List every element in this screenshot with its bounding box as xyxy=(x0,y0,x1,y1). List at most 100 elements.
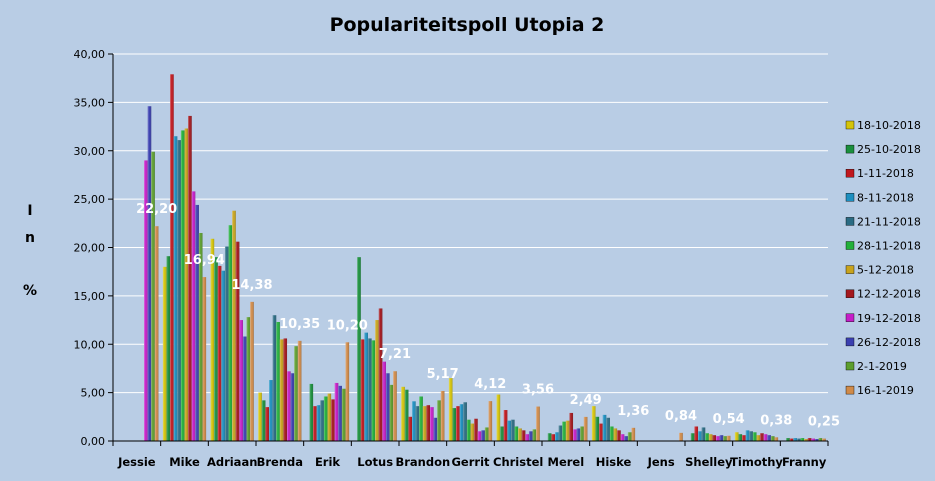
bar-shade xyxy=(217,265,222,441)
bar-shade xyxy=(466,419,471,441)
bar-shade xyxy=(364,332,368,441)
bar-shade xyxy=(452,408,457,441)
legend-swatch xyxy=(845,289,855,298)
x-tick-label: Christel xyxy=(493,455,543,469)
bar-shade xyxy=(320,400,324,441)
bar-shade xyxy=(166,256,171,441)
bar-shade xyxy=(456,406,460,441)
bar-shade xyxy=(716,436,720,441)
bar-shade xyxy=(338,385,342,441)
bar-shade xyxy=(796,438,801,441)
bar-shade xyxy=(426,405,431,441)
bar-shade xyxy=(786,438,790,441)
bar-shade xyxy=(184,128,189,441)
legend-label: 1-11-2018 xyxy=(857,167,914,180)
bar-shade xyxy=(401,386,405,441)
bar-shade xyxy=(770,436,775,441)
bar-shade xyxy=(210,238,215,441)
bars xyxy=(144,74,826,442)
bar-shade xyxy=(404,389,409,441)
bar-shade xyxy=(514,426,519,441)
legend-swatch xyxy=(845,168,855,178)
data-label: 2,49 xyxy=(570,393,602,408)
legend-label: 25-10-2018 xyxy=(857,143,921,156)
bar-shade xyxy=(562,421,566,441)
bar-shade xyxy=(408,416,413,441)
bar-shade xyxy=(316,405,321,441)
bar-shade xyxy=(221,270,225,441)
x-tick-label: Jens xyxy=(647,455,675,469)
bar-shade xyxy=(385,373,390,441)
x-tick-label: Lotus xyxy=(357,455,393,469)
bar-shade xyxy=(422,406,427,441)
legend-label: 2-1-2019 xyxy=(857,360,907,373)
bar-shade xyxy=(591,406,596,441)
bar-shade xyxy=(393,371,397,441)
y-tick-label: 35,00 xyxy=(74,96,106,109)
bar-shade xyxy=(742,435,746,441)
data-label: 22,20 xyxy=(136,202,177,217)
bar-shade xyxy=(580,426,584,441)
legend-swatch xyxy=(845,120,855,130)
bar-shade xyxy=(154,226,159,441)
bar-shade xyxy=(496,394,501,441)
bar-shade xyxy=(360,339,365,441)
data-label: 3,56 xyxy=(522,383,554,398)
bar-shade xyxy=(756,435,761,441)
bar-shade xyxy=(701,427,706,441)
legend-swatch xyxy=(845,144,855,154)
legend-swatch xyxy=(845,361,855,371)
data-label: 0,54 xyxy=(713,412,745,427)
bar-shade xyxy=(749,431,753,441)
bar-shade xyxy=(723,436,727,441)
bar-shade xyxy=(327,393,332,441)
bar-shade xyxy=(191,191,196,441)
bar-shade xyxy=(528,431,533,441)
bar-shade xyxy=(536,406,540,441)
legend-swatch xyxy=(845,337,855,347)
bar-shade xyxy=(631,427,636,441)
x-tick-label: Brandon xyxy=(395,455,450,469)
bar-shade xyxy=(177,140,181,442)
data-label: 0,38 xyxy=(760,413,792,428)
x-tick-label: Brenda xyxy=(257,455,303,469)
bar-shade xyxy=(415,406,420,441)
legend-swatch xyxy=(845,217,855,226)
bar-shade xyxy=(202,277,207,441)
bar-shade xyxy=(569,412,574,441)
bar-shade xyxy=(242,336,247,441)
x-tick-label: Timothy xyxy=(730,455,783,469)
bar-shade xyxy=(188,115,192,442)
bar-shade xyxy=(558,425,563,441)
data-labels: 22,20 16,94 14,38 10,35 10,20 7,21 5,17 4,12 3,5… xyxy=(136,202,840,429)
bar-shade xyxy=(551,434,556,441)
bar-shade xyxy=(345,342,350,441)
legend-swatch xyxy=(845,193,855,202)
bar-shade xyxy=(474,418,478,441)
bar-shade xyxy=(708,434,713,441)
y-tick-label: 25,00 xyxy=(74,193,106,206)
bar-shade xyxy=(627,432,632,441)
bar-shade xyxy=(290,373,295,441)
bar-shade xyxy=(144,160,148,442)
bar-shade xyxy=(510,419,515,441)
y-tick-label: 10,00 xyxy=(74,338,106,351)
x-tick-label: Gerrit xyxy=(451,455,490,469)
bar-shade xyxy=(698,431,702,441)
bar-shade xyxy=(170,74,174,441)
y-tick-label: 15,00 xyxy=(74,290,106,303)
bar-shade xyxy=(367,338,372,441)
bar-shade xyxy=(331,399,335,441)
bar-shade xyxy=(371,340,376,441)
bar-shade xyxy=(276,321,280,441)
legend-swatch xyxy=(845,385,855,395)
bar-shade xyxy=(294,346,298,441)
bar-shade xyxy=(412,401,416,441)
legend-swatch xyxy=(845,313,855,322)
bar-shade xyxy=(705,433,709,441)
bar-shade xyxy=(789,438,794,441)
bar-shade xyxy=(195,204,199,441)
y-tick-label: 0,00 xyxy=(81,435,106,448)
data-label: 4,12 xyxy=(474,377,506,392)
